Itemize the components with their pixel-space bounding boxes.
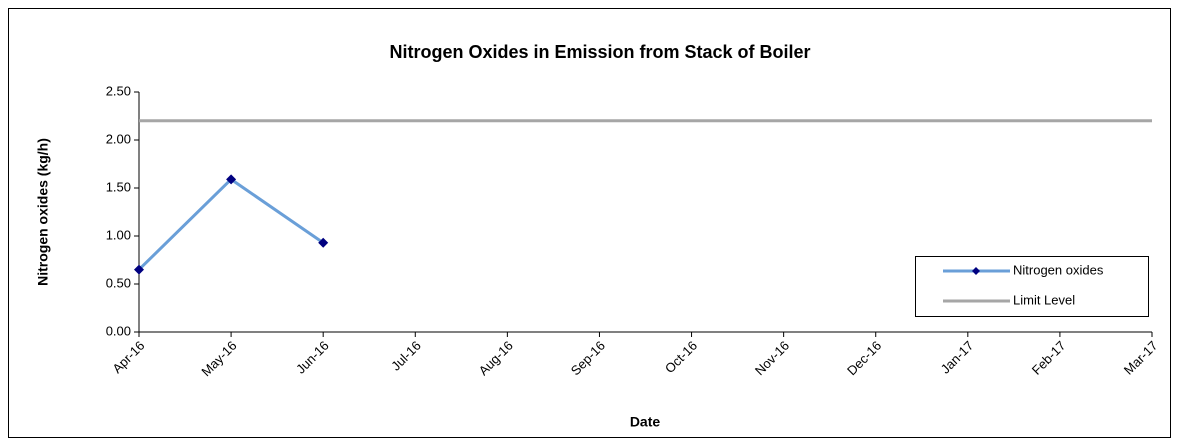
y-tick-label: 2.50 (106, 83, 131, 98)
y-tick-label: 1.50 (106, 179, 131, 194)
legend-label: Nitrogen oxides (1013, 262, 1104, 277)
x-axis-title: Date (630, 414, 661, 430)
chart-frame (8, 8, 1171, 438)
legend-box (915, 256, 1149, 317)
chart-title: Nitrogen Oxides in Emission from Stack o… (389, 42, 810, 62)
legend-label: Limit Level (1013, 292, 1075, 307)
y-tick-label: 0.50 (106, 275, 131, 290)
y-axis-title: Nitrogen oxides (kg/h) (35, 138, 51, 286)
data-point (134, 264, 144, 275)
y-tick-label: 2.00 (106, 131, 131, 146)
y-tick-label: 1.00 (106, 227, 131, 242)
data-point (226, 174, 237, 185)
data-point (318, 237, 329, 248)
legend-marker (972, 267, 980, 275)
y-tick-label: 0.00 (106, 323, 131, 338)
